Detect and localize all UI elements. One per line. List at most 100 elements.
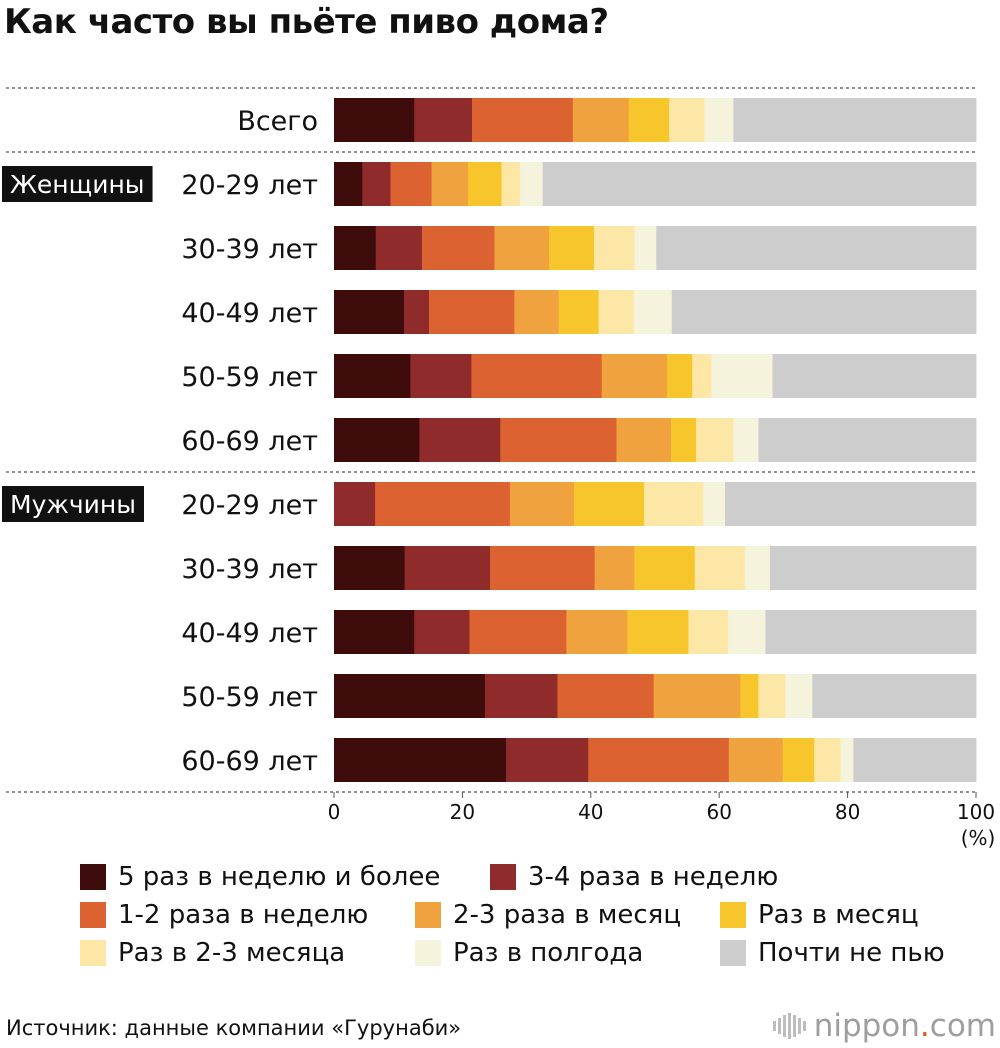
brand-dot: . <box>919 1008 930 1044</box>
bar-segment <box>362 162 391 206</box>
group-labels: Женщины Мужчины <box>2 166 153 522</box>
bar-segment <box>696 418 734 462</box>
bar-segment <box>785 674 813 718</box>
bar-segment <box>410 354 472 398</box>
x-tick-label: 60 <box>706 800 731 824</box>
bar-segment <box>711 354 773 398</box>
x-tick-label: 20 <box>450 800 475 824</box>
bar-segment <box>667 354 693 398</box>
row-labels: Всего 20-29 лет 30-39 лет 40-49 лет 50-59 ле… <box>181 106 318 777</box>
bar-segment <box>728 610 766 654</box>
row-label: 50-59 лет <box>181 682 318 713</box>
legend-item: 2-3 раза в месяц <box>415 900 681 930</box>
bar-segment <box>758 674 786 718</box>
bar-segment <box>728 738 784 782</box>
legend-label: Почти не пью <box>758 938 945 968</box>
legend-label: Раз в полгода <box>453 938 644 968</box>
bar-segment <box>334 546 406 590</box>
brand-mark-icon <box>772 1013 806 1039</box>
row-label: 40-49 лет <box>181 618 318 649</box>
bar-segment <box>334 354 411 398</box>
group-label-background <box>2 166 153 202</box>
legend-row: 1-2 раза в неделю 2-3 раза в месяц Раз в м… <box>80 896 980 934</box>
legend-swatch <box>80 902 106 928</box>
legend-row: Раз в 2-3 месяца Раз в полгода Почти не пь… <box>80 934 980 972</box>
x-tick-label: 100 <box>957 800 995 824</box>
bar-segment <box>334 98 415 142</box>
legend-label: Раз в месяц <box>758 900 919 930</box>
bar-segment <box>334 226 377 270</box>
bar-segment <box>634 546 696 590</box>
group-label: Мужчины <box>10 490 136 519</box>
bar-segment <box>484 674 558 718</box>
bar-segment <box>500 418 617 462</box>
bar-segment <box>506 738 589 782</box>
bar-segment <box>431 162 469 206</box>
bar-segment <box>542 162 977 206</box>
bar-segment <box>703 482 726 526</box>
bar-segment <box>840 738 854 782</box>
x-tick-label: 80 <box>835 800 860 824</box>
bar-segment <box>594 546 635 590</box>
bar-segment <box>656 226 977 270</box>
bar-segment <box>469 610 567 654</box>
row-label: 60-69 лет <box>181 426 318 457</box>
bar-segment <box>744 546 771 590</box>
legend-swatch <box>415 902 441 928</box>
legend-item: 3-4 раза в неделю <box>490 862 778 892</box>
bar-segment <box>669 98 705 142</box>
row-label: 20-29 лет <box>181 170 318 201</box>
bar-segment <box>671 290 977 334</box>
legend-swatch <box>720 940 746 966</box>
row-label: 30-39 лет <box>181 554 318 585</box>
bar-segment <box>758 418 977 462</box>
bar-segment <box>765 610 977 654</box>
bar-segment <box>509 482 575 526</box>
bar-segment <box>627 610 689 654</box>
group-label: Женщины <box>10 170 145 199</box>
bar-segment <box>334 418 420 462</box>
brand-tld: com <box>929 1008 996 1044</box>
bar-segment <box>628 98 670 142</box>
bar-segment <box>501 162 521 206</box>
bar-segment <box>772 354 977 398</box>
row-label: 30-39 лет <box>181 234 318 265</box>
bar-segment <box>334 610 415 654</box>
bar-segment <box>429 290 515 334</box>
bar-segment <box>403 290 430 334</box>
brand-name: nippon <box>813 1008 920 1044</box>
chart-bars <box>334 98 977 782</box>
legend-item: 1-2 раза в неделю <box>80 900 368 930</box>
bar-segment <box>601 354 668 398</box>
bar-segment <box>633 290 673 334</box>
bar-segment <box>404 546 491 590</box>
legend-item: Раз в 2-3 месяца <box>80 938 345 968</box>
bar-segment <box>740 674 759 718</box>
bar-segment <box>334 674 486 718</box>
legend-label: Раз в 2-3 месяца <box>118 938 346 968</box>
bar-segment <box>334 738 507 782</box>
bar-segment <box>782 738 815 782</box>
legend-swatch <box>80 940 106 966</box>
brand-logo: nippon. com <box>772 1008 996 1044</box>
bar-segment <box>594 226 635 270</box>
bar-segment <box>419 418 501 462</box>
bar-segment <box>549 226 595 270</box>
bar-segment <box>421 226 495 270</box>
bar-segment <box>414 610 470 654</box>
bar-segment <box>557 674 655 718</box>
bar-segment <box>724 482 977 526</box>
x-tick-label: 40 <box>578 800 603 824</box>
bar-segment <box>634 226 657 270</box>
bar-segment <box>733 418 759 462</box>
bar-segment <box>588 738 730 782</box>
legend-label: 1-2 раза в неделю <box>118 900 369 930</box>
legend-item: Почти не пью <box>720 938 945 968</box>
bar-segment <box>769 546 977 590</box>
bar-segment <box>566 610 628 654</box>
row-label: 50-59 лет <box>181 362 318 393</box>
source-note: Источник: данные компании «Гурунаби» <box>6 1016 462 1040</box>
bar-segment <box>490 546 596 590</box>
bar-segment <box>733 98 977 142</box>
bar-segment <box>334 290 405 334</box>
